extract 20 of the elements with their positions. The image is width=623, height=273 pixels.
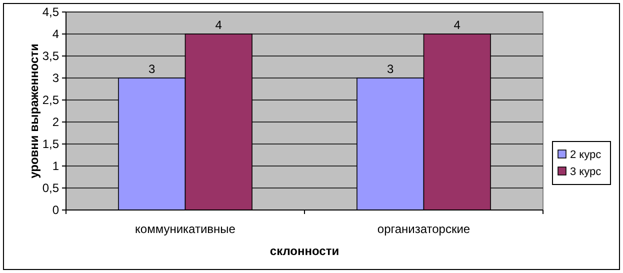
data-label: 3 — [387, 62, 394, 76]
x-tick-label: организаторские — [377, 222, 470, 236]
data-label: 4 — [454, 18, 461, 32]
y-tick-label: 3 — [52, 71, 60, 85]
y-tick-label: 2,5 — [42, 93, 60, 107]
x-tick-label: коммуникативные — [135, 222, 236, 236]
data-label: 3 — [148, 62, 156, 76]
y-tick-label: 3,5 — [42, 49, 60, 63]
legend-label: 3 курс — [570, 166, 602, 178]
x-axis-title: склонности — [270, 244, 340, 258]
y-tick-label: 1,5 — [42, 137, 60, 151]
y-tick-label: 0 — [52, 203, 60, 217]
y-axis-title: уровни выраженности — [27, 44, 41, 178]
y-tick-label: 4 — [52, 27, 60, 41]
y-tick-label: 0,5 — [42, 181, 60, 195]
y-tick-label: 2 — [52, 115, 60, 129]
data-label: 4 — [215, 18, 222, 32]
y-tick-label: 1 — [52, 159, 60, 173]
legend-label: 2 курс — [570, 149, 602, 161]
y-tick-label: 4,5 — [42, 5, 60, 19]
